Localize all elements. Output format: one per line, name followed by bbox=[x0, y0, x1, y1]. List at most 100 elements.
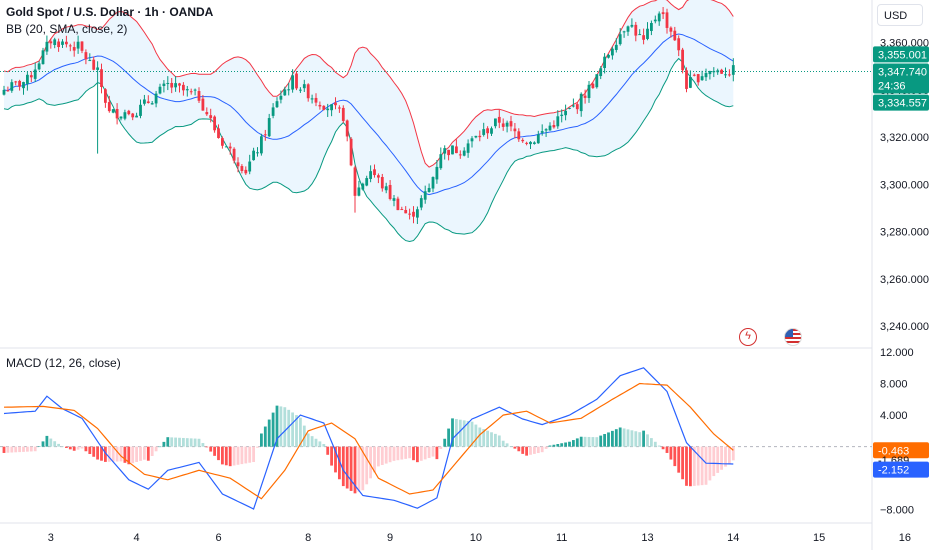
candle-body bbox=[295, 73, 298, 89]
macd-histogram-bar bbox=[591, 437, 595, 447]
macd-histogram-bar bbox=[657, 445, 661, 447]
macd-histogram-bar bbox=[197, 438, 201, 447]
candle-body bbox=[221, 138, 224, 146]
currency-button[interactable]: USD bbox=[877, 4, 923, 26]
price-tick-label: 3,240.000 bbox=[880, 321, 929, 333]
candle-body bbox=[720, 69, 723, 74]
macd-histogram-bar bbox=[162, 441, 166, 447]
time-tick-label: 14 bbox=[727, 532, 739, 544]
candle-body bbox=[689, 76, 692, 88]
macd-histogram-bar bbox=[146, 446, 150, 461]
candle-body bbox=[638, 34, 642, 36]
symbol-title[interactable]: Gold Spot / U.S. Dollar · 1h · OANDA bbox=[6, 5, 214, 19]
macd-histogram-bar bbox=[2, 446, 6, 453]
macd-histogram-bar bbox=[6, 446, 10, 453]
macd-histogram-bar bbox=[443, 438, 447, 447]
macd-histogram-bar bbox=[318, 441, 322, 447]
candle-body bbox=[404, 209, 408, 214]
candle-body bbox=[427, 187, 431, 193]
macd-histogram-bar bbox=[416, 446, 419, 463]
macd-histogram-bar bbox=[22, 446, 25, 452]
candle-body bbox=[478, 135, 482, 138]
candle-body bbox=[146, 101, 150, 103]
flash-icon[interactable]: ϟ bbox=[739, 328, 757, 346]
candle-body bbox=[384, 186, 388, 191]
macd-histogram-bar bbox=[127, 446, 131, 465]
bb-legend[interactable]: BB (20, SMA, close, 2) bbox=[6, 22, 128, 36]
candle-body bbox=[357, 187, 361, 196]
macd-histogram-bar bbox=[435, 446, 439, 460]
macd-histogram-bar bbox=[310, 436, 314, 447]
candle-body bbox=[412, 211, 415, 217]
candle-body bbox=[92, 59, 96, 70]
macd-histogram-bar bbox=[696, 446, 700, 486]
candle-body bbox=[76, 41, 80, 49]
candle-body bbox=[587, 84, 591, 99]
macd-histogram-bar bbox=[377, 446, 380, 467]
candle-body bbox=[115, 109, 119, 119]
macd-histogram-bar bbox=[135, 446, 138, 463]
macd-histogram-bar bbox=[10, 446, 14, 453]
candle-body bbox=[224, 146, 228, 148]
last-price-label: 3,347.740 bbox=[878, 67, 927, 79]
candle-body bbox=[685, 70, 688, 89]
macd-histogram-bar bbox=[704, 446, 708, 485]
macd-histogram-bar bbox=[232, 446, 236, 466]
macd-histogram-bar bbox=[302, 425, 306, 447]
candle-body bbox=[26, 74, 29, 84]
candle-body bbox=[673, 30, 677, 41]
macd-histogram-bar bbox=[189, 438, 193, 447]
candle-body bbox=[712, 70, 716, 73]
macd-histogram-bar bbox=[100, 446, 103, 461]
candle-body bbox=[653, 19, 657, 22]
candle-body bbox=[466, 143, 470, 153]
macd-histogram-bar bbox=[217, 446, 220, 461]
candle-body bbox=[568, 107, 571, 109]
macd-histogram-bar bbox=[579, 436, 583, 447]
candle-body bbox=[607, 54, 610, 58]
candle-body bbox=[634, 24, 638, 36]
macd-histogram-bar bbox=[552, 444, 556, 447]
macd-histogram-bar bbox=[143, 446, 146, 460]
bb-basis-line bbox=[3, 33, 734, 196]
candle-body bbox=[6, 90, 10, 92]
macd-histogram-bar bbox=[338, 446, 341, 480]
bb-fill bbox=[4, 0, 734, 242]
macd-histogram-bar bbox=[513, 446, 517, 449]
candle-body bbox=[334, 102, 337, 106]
candle-body bbox=[700, 76, 704, 81]
macd-histogram-bar bbox=[37, 446, 41, 447]
candle-body bbox=[182, 84, 185, 91]
macd-histogram-bar bbox=[201, 443, 205, 447]
candle-body bbox=[599, 68, 603, 77]
macd-histogram-bar bbox=[392, 446, 396, 461]
macd-histogram-bar bbox=[622, 428, 626, 447]
candle-body bbox=[189, 91, 193, 93]
macd-histogram-bar bbox=[131, 446, 135, 464]
candle-body bbox=[96, 67, 99, 70]
macd-histogram-bar bbox=[642, 430, 645, 447]
macd-legend[interactable]: MACD (12, 26, close) bbox=[6, 356, 121, 370]
candle-body bbox=[330, 104, 333, 111]
macd-histogram-bar bbox=[607, 432, 610, 447]
us-flag-icon[interactable] bbox=[784, 328, 802, 346]
macd-line-value-label-bg bbox=[873, 461, 929, 478]
candle-body bbox=[2, 89, 6, 95]
macd-histogram-bar bbox=[357, 446, 361, 492]
macd-histogram-bar bbox=[365, 446, 369, 485]
macd-histogram-bar bbox=[271, 412, 275, 447]
candle-body bbox=[361, 183, 365, 190]
macd-histogram-bar bbox=[193, 438, 197, 447]
candle-body bbox=[41, 50, 45, 65]
macd-histogram-bar bbox=[228, 446, 232, 467]
macd-histogram-bar bbox=[521, 446, 525, 454]
macd-histogram-bar bbox=[326, 446, 330, 455]
macd-histogram-bar bbox=[447, 428, 450, 447]
macd-histogram-bar bbox=[599, 435, 603, 447]
macd-histogram-bar bbox=[185, 438, 189, 447]
macd-histogram-bar bbox=[287, 409, 291, 447]
macd-histogram-bar bbox=[240, 446, 244, 465]
macd-histogram-bar bbox=[724, 446, 727, 467]
time-tick-label: 13 bbox=[641, 532, 653, 544]
